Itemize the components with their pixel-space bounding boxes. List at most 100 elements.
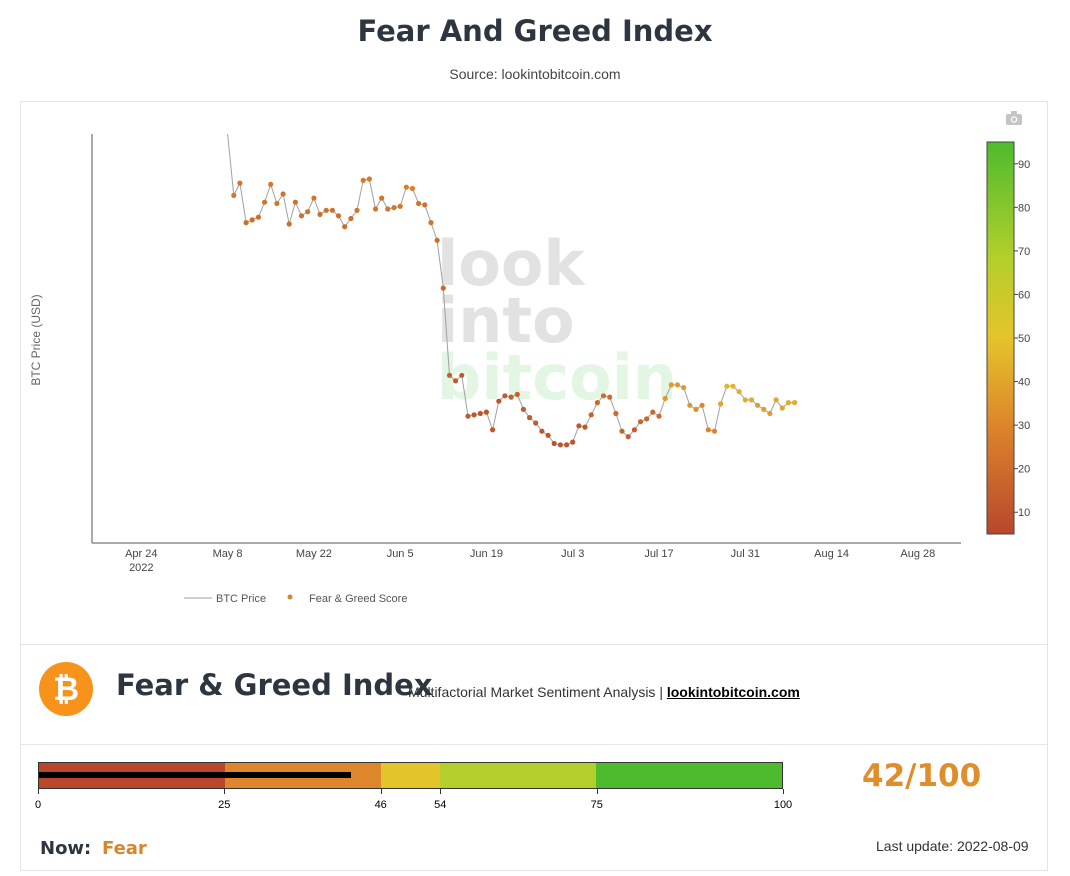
divider: [21, 744, 1048, 745]
gauge-tick: [38, 789, 39, 794]
fear-greed-point: [416, 200, 422, 207]
fear-greed-point: [545, 432, 551, 438]
fear-greed-point: [274, 200, 280, 207]
fear-greed-point: [496, 398, 502, 404]
fear-greed-point: [237, 180, 243, 186]
x-tick-label: Aug 28: [900, 548, 935, 560]
fear-greed-point: [594, 400, 601, 406]
fear-greed-point: [736, 389, 742, 395]
now-value: Fear: [102, 838, 147, 859]
fear-greed-point: [280, 191, 286, 197]
fear-greed-point: [335, 213, 342, 219]
colorbar-tick-label: 50: [1018, 333, 1030, 345]
fear-greed-point: [551, 440, 557, 447]
fear-greed-point: [520, 406, 527, 412]
colorbar: [986, 141, 1015, 535]
fear-greed-point: [557, 442, 564, 448]
fear-greed-point: [687, 402, 693, 408]
fear-greed-point: [508, 394, 514, 400]
fear-greed-point: [576, 423, 582, 429]
fear-greed-point: [434, 237, 440, 243]
gauge-tick: [596, 789, 598, 794]
y-axis-label: BTC Price (USD): [29, 294, 43, 385]
fear-greed-point: [718, 401, 724, 407]
fear-greed-point: [693, 406, 699, 412]
fear-greed-point: [354, 207, 360, 213]
colorbar-tick-label: 90: [1018, 159, 1030, 171]
price-chart: lookintobitcoin Apr 24 2022 May 8 May 22 Jun…: [29, 133, 1030, 605]
fear-greed-point: [329, 207, 335, 213]
fear-greed-point: [483, 409, 489, 415]
fear-greed-point: [730, 383, 736, 389]
fear-greed-point: [446, 372, 453, 378]
now-label: Now:: [40, 838, 92, 859]
fear-greed-point: [625, 434, 631, 440]
fear-greed-point: [409, 185, 416, 192]
camera-icon[interactable]: [1006, 111, 1022, 125]
watermark-text: look: [437, 227, 586, 300]
fear-greed-point: [286, 221, 292, 227]
fear-greed-point: [742, 397, 748, 403]
legend-label-btc-price: BTC Price: [216, 593, 266, 605]
x-tick-label: Jun 19: [470, 548, 503, 560]
watermark-text: bitcoin: [437, 341, 677, 414]
fear-greed-point: [748, 397, 755, 403]
fear-greed-point: [490, 427, 496, 433]
fear-greed-point: [564, 442, 570, 448]
gauge-tick: [783, 789, 784, 794]
fear-greed-point: [465, 413, 471, 419]
x-tick-label: Aug 14: [814, 548, 849, 560]
fear-greed-point: [705, 427, 711, 433]
chart-card: [20, 101, 1048, 871]
fear-greed-point: [459, 372, 465, 378]
fear-greed-point: [637, 419, 644, 425]
page-subtitle: Source: lookintobitcoin.com: [449, 66, 621, 82]
fear-greed-point: [582, 424, 588, 430]
fear-greed-point: [366, 176, 372, 182]
fear-greed-point: [588, 412, 594, 418]
fear-greed-point: [613, 410, 619, 417]
colorbar-tick-label: 30: [1018, 420, 1030, 432]
colorbar-tick-label: 70: [1018, 246, 1030, 258]
fear-greed-point: [422, 202, 428, 208]
fear-greed-point: [785, 400, 792, 406]
colorbar-tick-label: 20: [1018, 464, 1030, 476]
gauge-tick-label: 54: [434, 799, 447, 811]
fear-greed-point: [656, 413, 662, 419]
index-subtitle: Multifactorial Market Sentiment Analysis…: [408, 684, 800, 700]
gauge-tick: [224, 789, 226, 794]
fear-greed-point: [379, 195, 385, 201]
fear-greed-point: [607, 394, 613, 400]
fear-greed-point: [323, 207, 329, 213]
fear-greed-point: [268, 181, 274, 187]
fear-greed-point: [292, 199, 298, 205]
score-value: 42/100: [862, 758, 982, 794]
x-tick-label: Jun 5: [387, 548, 414, 560]
fear-greed-point: [372, 206, 379, 212]
fear-greed-point: [305, 209, 311, 215]
fear-greed-point: [644, 416, 650, 422]
lookintobitcoin-link[interactable]: lookintobitcoin.com: [666, 684, 800, 700]
fear-greed-point: [298, 213, 305, 219]
watermark-text: into: [437, 284, 575, 357]
fear-greed-point: [317, 211, 323, 217]
gauge-segment: [380, 763, 441, 788]
fear-greed-point: [403, 184, 409, 190]
fear-greed-point: [631, 427, 638, 433]
fear-greed-point: [243, 220, 249, 226]
gauge-segment: [440, 763, 597, 788]
fear-greed-point: [674, 382, 681, 388]
fear-greed-point: [440, 285, 446, 291]
last-update: Last update: 2022-08-09: [876, 838, 1029, 854]
gauge-tick-label: 100: [773, 799, 793, 811]
gauge-tick: [380, 789, 382, 794]
fear-greed-point: [391, 205, 397, 211]
x-tick-label: May 8: [213, 548, 243, 560]
divider: [21, 644, 1048, 645]
fear-greed-point: [711, 428, 718, 434]
fear-greed-point: [471, 412, 477, 418]
gauge-tick: [440, 789, 442, 794]
fear-greed-point: [600, 393, 607, 399]
fear-greed-point: [311, 195, 317, 201]
fear-greed-point: [668, 382, 674, 388]
